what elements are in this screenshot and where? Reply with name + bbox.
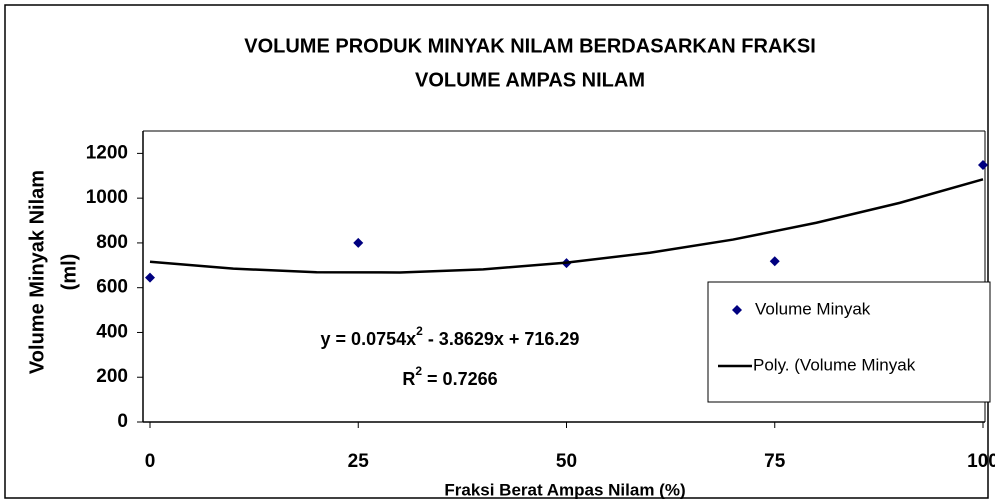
equation-part: 2 — [416, 324, 423, 338]
y-tick-label: 1000 — [86, 187, 128, 208]
y-tick-label: 400 — [96, 321, 128, 342]
r-squared-part: = 0.7266 — [422, 369, 498, 389]
x-tick-label: 50 — [556, 451, 577, 472]
legend-label: Poly. (Volume Minyak — [753, 355, 916, 374]
equation-part: - 3.8629x + 716.29 — [423, 329, 580, 349]
y-tick-label: 200 — [96, 366, 128, 387]
y-tick-label: 800 — [96, 232, 128, 253]
trendline — [149, 178, 984, 274]
r-squared: R2 = 0.7266 — [402, 364, 497, 389]
y-axis-title: Volume Minyak Nilam — [26, 170, 48, 374]
data-point — [769, 256, 780, 267]
data-point — [145, 272, 155, 283]
equation-part: y = 0.0754x — [321, 329, 417, 349]
legend-swatch — [732, 305, 742, 315]
x-tick-label: 0 — [145, 451, 156, 472]
chart-border — [4, 4, 989, 499]
data-point — [978, 160, 988, 171]
chart-title: VOLUME PRODUK MINYAK NILAM BERDASARKAN F… — [244, 35, 816, 57]
r-squared-part: 2 — [415, 364, 422, 378]
r-squared-part: R — [402, 369, 415, 389]
legend-label: Volume Minyak — [755, 299, 871, 318]
y-tick-label: 600 — [96, 277, 128, 298]
x-tick-label: 75 — [764, 451, 786, 472]
data-point — [353, 237, 364, 248]
y-tick-label: 0 — [117, 411, 128, 432]
y-axis-title: (ml) — [58, 254, 80, 291]
x-tick-label: 100 — [967, 451, 995, 472]
x-tick-label: 25 — [348, 451, 370, 472]
equation: y = 0.0754x2 - 3.8629x + 716.29 — [321, 324, 580, 349]
chart-title: VOLUME AMPAS NILAM — [415, 69, 645, 91]
y-tick-label: 1200 — [86, 142, 128, 163]
x-axis-title: Fraksi Berat Ampas Nilam (%) — [444, 480, 685, 499]
legend — [707, 281, 991, 403]
